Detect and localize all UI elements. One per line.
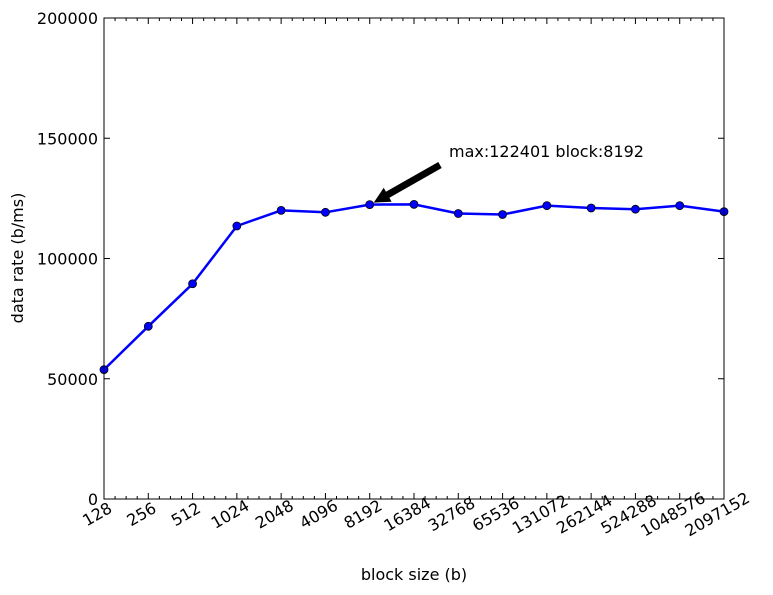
data-point — [365, 200, 375, 210]
data-point — [321, 207, 330, 217]
data-point — [586, 203, 596, 213]
x-tick-label: 256 — [124, 498, 160, 530]
x-tick-label: 2048 — [252, 496, 297, 533]
data-point — [675, 201, 685, 210]
series — [99, 199, 729, 375]
annotation: max:122401 block:8192 — [373, 142, 644, 203]
annotation-arrow — [373, 162, 442, 203]
x-tick-label: 16384 — [380, 493, 434, 535]
y-tick-label: 150000 — [37, 129, 98, 148]
data-point — [143, 321, 153, 331]
x-tick-label: 1024 — [208, 496, 253, 533]
data-point — [542, 201, 552, 210]
x-axis-title: block size (b) — [361, 565, 467, 584]
x-tick-label: 8192 — [341, 496, 386, 533]
plot-frame — [103, 17, 725, 500]
data-point — [498, 210, 507, 219]
data-point — [188, 279, 197, 289]
y-tick-label: 100000 — [37, 250, 98, 269]
plot-background — [104, 18, 724, 499]
data-point — [409, 199, 419, 209]
annotation-text: max:122401 block:8192 — [449, 142, 644, 161]
y-tick-label: 0 — [88, 490, 98, 509]
x-tick-label: 512 — [168, 498, 204, 530]
data-point — [453, 209, 463, 218]
x-tick-label: 4096 — [296, 496, 341, 533]
data-point — [232, 221, 242, 231]
data-point — [631, 204, 640, 214]
x-tick-label: 32768 — [425, 493, 479, 535]
y-tick-label: 50000 — [47, 370, 98, 389]
data-point — [276, 205, 286, 215]
y-axis-title: data rate (b/ms) — [8, 193, 27, 324]
y-tick-label: 200000 — [37, 9, 98, 28]
